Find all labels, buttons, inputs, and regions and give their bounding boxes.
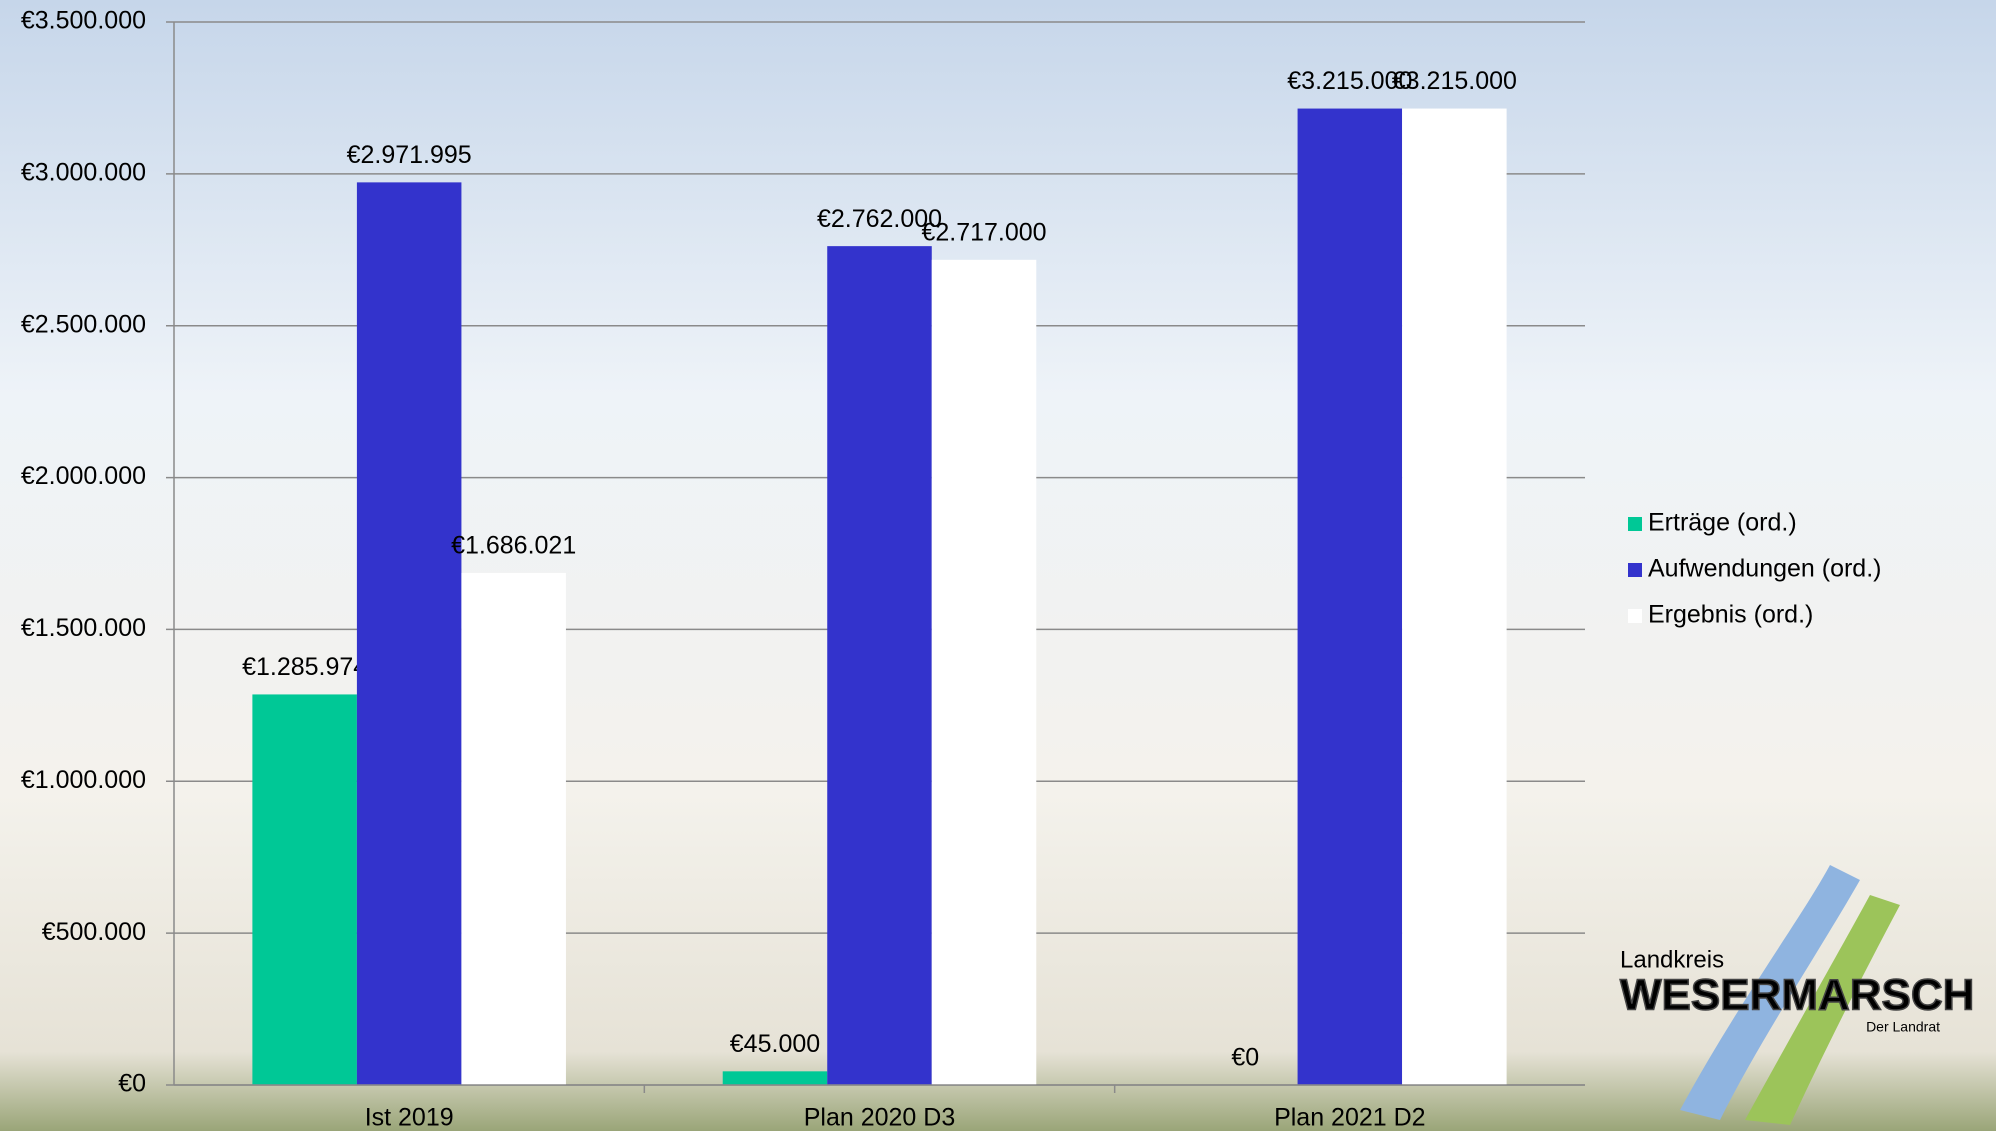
logo-text: Der Landrat xyxy=(1866,1019,1940,1035)
bar xyxy=(931,259,1037,1085)
x-tick-label: Plan 2020 D3 xyxy=(804,1104,956,1131)
value-label: €3.215.000 xyxy=(1287,67,1412,95)
value-label: €2.717.000 xyxy=(921,218,1046,246)
value-label: €2.762.000 xyxy=(817,205,942,233)
legend-swatch xyxy=(1628,517,1642,531)
value-label: €1.686.021 xyxy=(451,532,576,560)
bar xyxy=(722,1071,828,1085)
value-label: €45.000 xyxy=(730,1030,820,1058)
logo-text: WESERMARSCH xyxy=(1620,971,1974,1020)
logo-swoosh xyxy=(1680,865,1860,1120)
logo-swoosh xyxy=(1745,895,1900,1125)
bar xyxy=(461,572,566,1085)
y-tick-label: €1.000.000 xyxy=(21,766,146,794)
logo-text: Landkreis xyxy=(1620,946,1724,973)
y-tick-label: €2.500.000 xyxy=(21,310,146,338)
bar xyxy=(356,182,462,1085)
value-label: €0 xyxy=(1231,1044,1259,1072)
logo: Landkreis WESERMARSCH Der Landrat xyxy=(1619,865,1975,1125)
bar xyxy=(827,246,932,1086)
y-tick-label: €0 xyxy=(118,1070,146,1098)
legend-label: Ergebnis (ord.) xyxy=(1648,601,1813,629)
legend-label: Erträge (ord.) xyxy=(1648,509,1797,537)
bar xyxy=(252,694,357,1085)
bar xyxy=(1297,108,1403,1085)
legend-swatch xyxy=(1628,609,1642,623)
y-tick-label: €1.500.000 xyxy=(21,614,146,642)
x-tick-label: Plan 2021 D2 xyxy=(1274,1104,1426,1131)
value-label: €1.285.974 xyxy=(242,653,367,681)
value-label: €3.215.000 xyxy=(1392,67,1517,95)
y-tick-label: €2.000.000 xyxy=(21,462,146,490)
x-tick-label: Ist 2019 xyxy=(365,1104,454,1131)
legend-label: Aufwendungen (ord.) xyxy=(1648,555,1881,583)
value-label: €2.971.995 xyxy=(347,141,472,169)
legend-swatch xyxy=(1628,563,1642,577)
y-tick-label: €500.000 xyxy=(42,918,146,946)
y-tick-label: €3.000.000 xyxy=(21,158,146,186)
bar xyxy=(1402,108,1507,1085)
y-tick-label: €3.500.000 xyxy=(21,7,146,35)
